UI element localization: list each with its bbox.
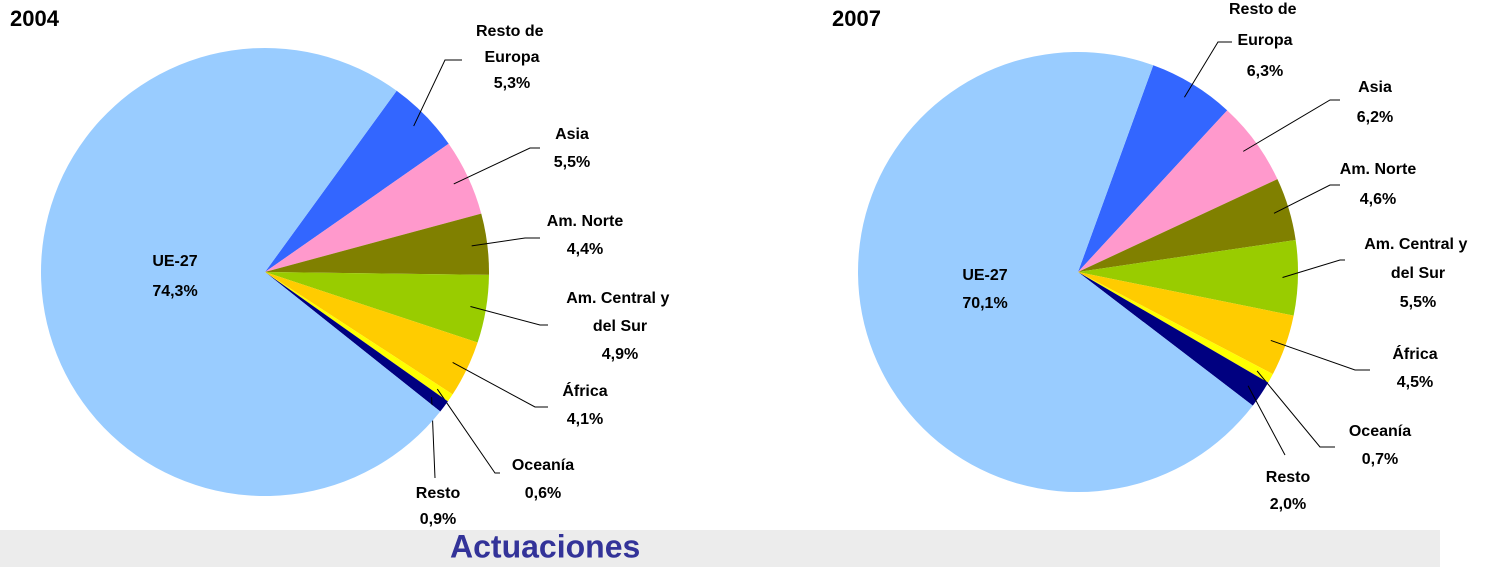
slice-value-label: 70,1% xyxy=(962,295,1007,312)
slice-value-label: 4,1% xyxy=(567,411,603,428)
slice-label: UE-27 xyxy=(962,267,1007,284)
slice-label: África xyxy=(1392,344,1437,363)
leader-line xyxy=(1247,385,1286,456)
slice-value-label: 74,3% xyxy=(152,283,197,300)
leader-line xyxy=(1273,184,1340,214)
slice-label: UE-27 xyxy=(152,253,197,270)
pie-slice xyxy=(265,272,478,395)
slice-label: Resto xyxy=(416,485,461,502)
label-line: Europa xyxy=(1237,32,1292,49)
leader-line xyxy=(471,237,540,247)
slice-label: Oceanía xyxy=(1349,423,1411,440)
slice-label: Oceanía xyxy=(512,457,574,474)
leader-line xyxy=(1270,339,1370,371)
slice-value-label: 4,5% xyxy=(1397,374,1433,391)
slice-label: Am. Norte xyxy=(547,213,624,230)
pie-slice xyxy=(1078,272,1294,375)
pie-slice xyxy=(265,143,482,272)
slice-value-label: 2,0% xyxy=(1270,496,1306,513)
pie-slice xyxy=(1078,110,1278,272)
pie-slice xyxy=(265,272,448,412)
leader-line xyxy=(452,362,548,408)
slice-label: Am. Central y del Sur xyxy=(1364,236,1472,282)
slice-value-label: 4,4% xyxy=(567,241,603,258)
leader-line xyxy=(1243,99,1340,152)
slice-value-label: 6,2% xyxy=(1357,109,1393,126)
leader-line xyxy=(1282,259,1345,278)
pie-slice xyxy=(1078,179,1296,272)
slice-value-label: 6,3% xyxy=(1247,63,1283,80)
pie-slice xyxy=(265,90,449,273)
slice-value-label: 0,6% xyxy=(525,485,561,502)
pie-slice xyxy=(1078,239,1298,316)
label-line: Europa xyxy=(484,49,539,66)
chart-title: 2004 xyxy=(10,6,60,31)
slice-label: África xyxy=(562,381,607,400)
slice-value-label: 5,3% xyxy=(494,75,530,92)
leader-line xyxy=(436,388,500,474)
pie-slice xyxy=(41,47,441,496)
leader-line xyxy=(413,59,462,127)
label-line: Resto de xyxy=(476,23,548,40)
pie-slice xyxy=(265,213,489,275)
leader-line xyxy=(470,306,548,326)
pie-slice xyxy=(1078,272,1269,406)
label-line: Resto de xyxy=(1229,1,1301,18)
label-line: del Sur xyxy=(593,318,647,335)
slice-value-label: 0,9% xyxy=(420,511,456,528)
footer-band xyxy=(0,530,1440,567)
slice-value-label: 4,6% xyxy=(1360,191,1396,208)
label-line: Am. Central y xyxy=(566,290,674,307)
slice-value-label: 5,5% xyxy=(1400,294,1436,311)
slice-value-label: 5,5% xyxy=(554,154,590,171)
slice-label: Resto de Europa xyxy=(1229,1,1301,49)
slice-label: Resto xyxy=(1266,469,1311,486)
label-line: del Sur xyxy=(1391,265,1445,282)
pie-slice xyxy=(1078,272,1273,383)
leader-line xyxy=(1184,41,1232,98)
footer-title: Actuaciones xyxy=(450,528,640,564)
slice-label: Am. Norte xyxy=(1340,161,1417,178)
slice-label: Am. Central y del Sur xyxy=(566,290,674,335)
slice-label: Resto de Europa xyxy=(476,23,548,66)
pie-slice xyxy=(857,52,1253,493)
slice-value-label: 0,7% xyxy=(1362,451,1398,468)
pie-slice xyxy=(265,272,453,402)
leader-line xyxy=(1256,370,1335,448)
pie-slice xyxy=(265,272,489,343)
pie-slice xyxy=(1078,65,1228,272)
slice-label: Asia xyxy=(555,126,589,143)
label-line: Am. Central y xyxy=(1364,236,1472,253)
leader-line xyxy=(453,147,540,185)
slice-label: Asia xyxy=(1358,79,1392,96)
chart-title: 2007 xyxy=(832,6,881,31)
slice-value-label: 4,9% xyxy=(602,346,638,363)
